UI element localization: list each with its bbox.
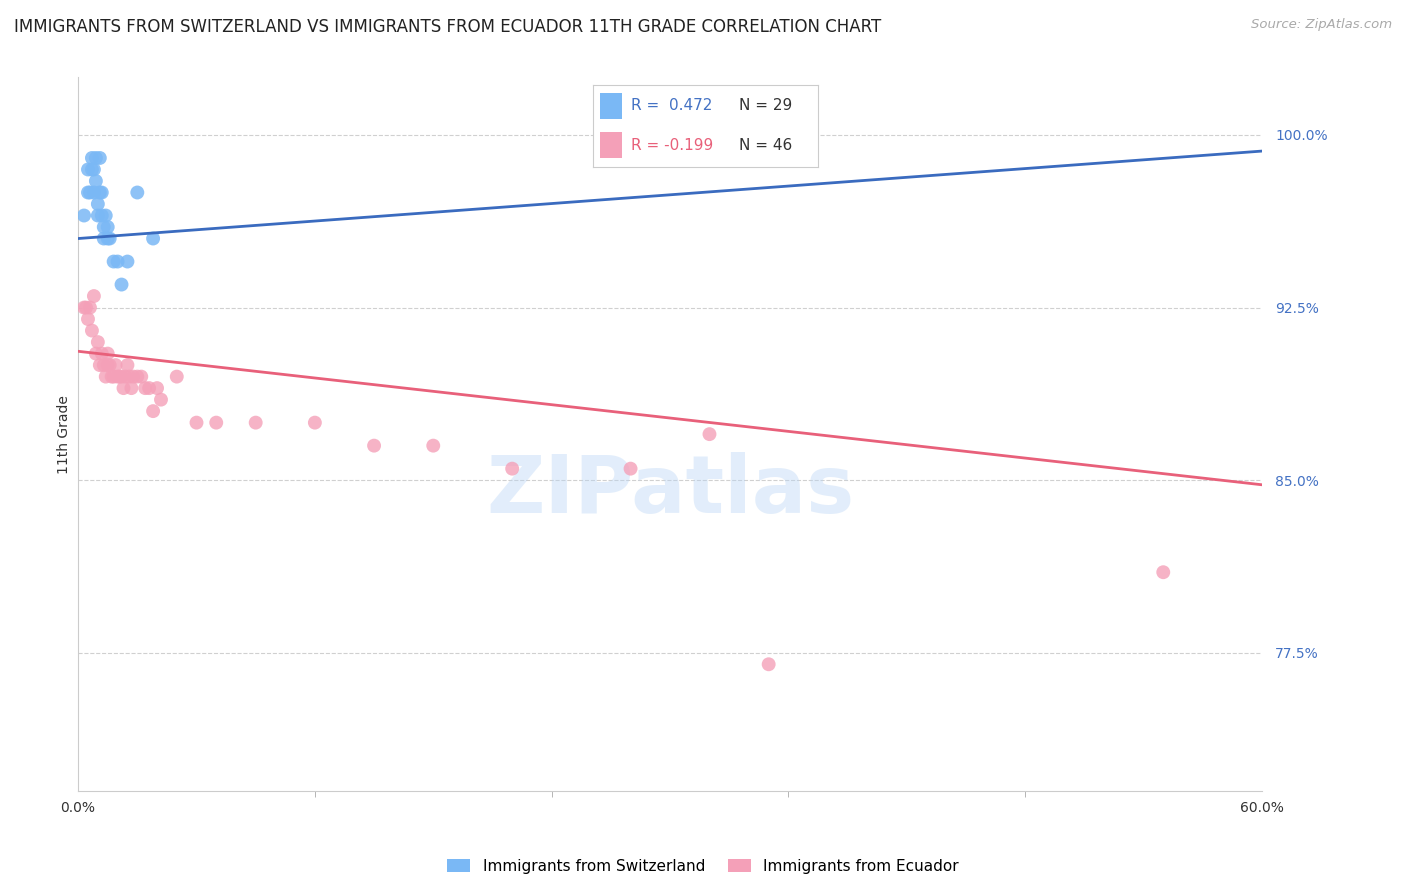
Point <box>83 289 105 303</box>
Point <box>112 381 135 395</box>
Point <box>205 416 228 430</box>
Point <box>83 186 105 200</box>
Point <box>90 186 112 200</box>
Point <box>1152 565 1174 579</box>
Point <box>118 369 141 384</box>
Point <box>501 461 523 475</box>
Point <box>87 197 110 211</box>
Point <box>75 301 97 315</box>
Point <box>245 416 267 430</box>
Point <box>94 209 117 223</box>
Point <box>84 151 107 165</box>
Text: ZIPatlas: ZIPatlas <box>486 452 853 530</box>
Point <box>79 186 101 200</box>
Point <box>166 369 188 384</box>
Point <box>110 277 132 292</box>
Point <box>89 358 111 372</box>
Point <box>103 369 125 384</box>
Point <box>89 186 111 200</box>
Point <box>73 301 96 315</box>
Text: IMMIGRANTS FROM SWITZERLAND VS IMMIGRANTS FROM ECUADOR 11TH GRADE CORRELATION CH: IMMIGRANTS FROM SWITZERLAND VS IMMIGRANT… <box>14 18 882 36</box>
Point <box>108 369 131 384</box>
Point <box>93 358 115 372</box>
Point <box>80 324 103 338</box>
Point <box>150 392 173 407</box>
Point <box>100 369 122 384</box>
Point <box>94 369 117 384</box>
Point <box>80 162 103 177</box>
Point <box>142 231 165 245</box>
Point <box>127 186 149 200</box>
Point <box>758 657 780 672</box>
Point <box>77 312 100 326</box>
Point <box>107 369 129 384</box>
Point <box>73 209 96 223</box>
Point <box>797 139 820 153</box>
Point <box>122 369 145 384</box>
Point <box>699 427 721 442</box>
Point <box>90 346 112 360</box>
Point <box>104 358 127 372</box>
Point <box>84 174 107 188</box>
Point <box>87 335 110 350</box>
Point <box>90 209 112 223</box>
Point <box>98 358 121 372</box>
Point <box>93 231 115 245</box>
Text: Source: ZipAtlas.com: Source: ZipAtlas.com <box>1251 18 1392 31</box>
Point <box>146 381 169 395</box>
Y-axis label: 11th Grade: 11th Grade <box>58 394 72 474</box>
Point <box>97 231 120 245</box>
Point <box>138 381 160 395</box>
Point <box>93 220 115 235</box>
Point <box>80 151 103 165</box>
Point <box>117 358 139 372</box>
Point <box>129 369 152 384</box>
Point <box>363 439 385 453</box>
Point <box>89 151 111 165</box>
Legend: Immigrants from Switzerland, Immigrants from Ecuador: Immigrants from Switzerland, Immigrants … <box>441 853 965 880</box>
Point <box>97 220 120 235</box>
Point <box>87 209 110 223</box>
Point <box>84 346 107 360</box>
Point <box>422 439 444 453</box>
Point <box>98 231 121 245</box>
Point <box>117 254 139 268</box>
Point <box>107 254 129 268</box>
Point <box>97 346 120 360</box>
Point <box>120 381 142 395</box>
Point <box>77 162 100 177</box>
Point <box>97 358 120 372</box>
Point <box>186 416 208 430</box>
Point <box>304 416 326 430</box>
Point <box>83 162 105 177</box>
Point <box>619 461 641 475</box>
Point <box>79 301 101 315</box>
Point <box>127 369 149 384</box>
Point <box>134 381 156 395</box>
Point <box>114 369 136 384</box>
Point <box>142 404 165 418</box>
Point <box>110 369 132 384</box>
Point <box>103 254 125 268</box>
Point <box>77 186 100 200</box>
